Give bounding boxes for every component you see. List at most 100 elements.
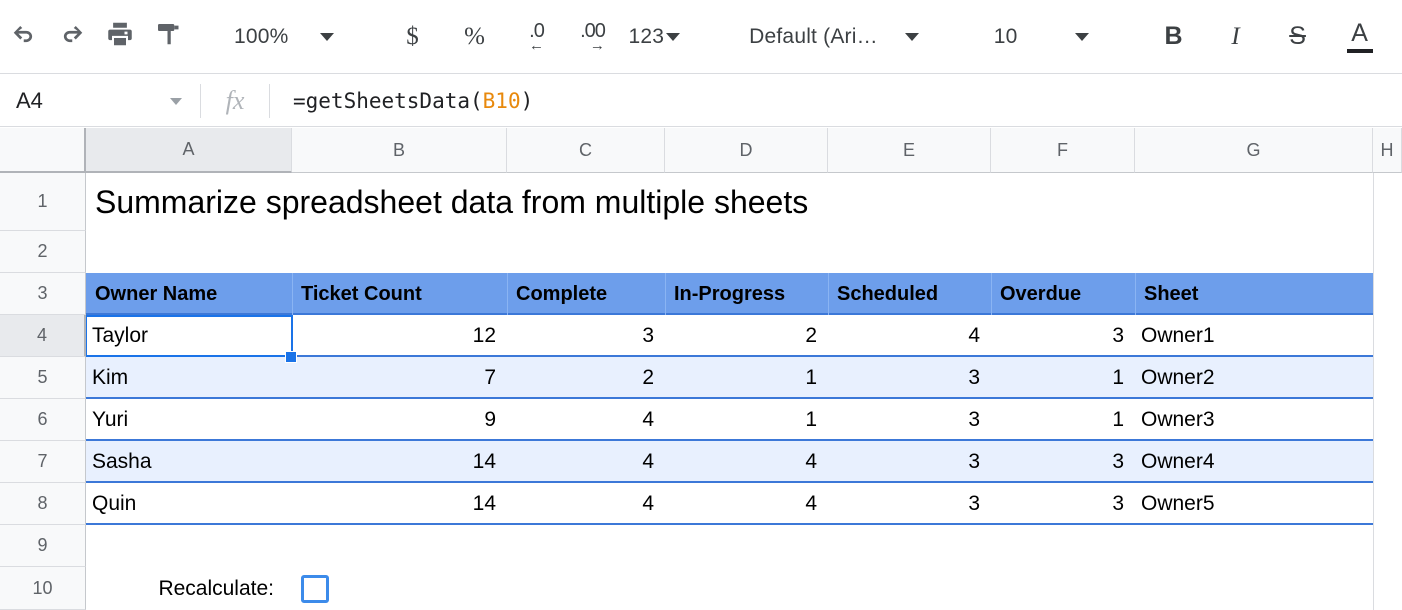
number-format-selector[interactable]: 123 (619, 13, 691, 61)
table-cell-r0-c6[interactable]: Owner1 (1135, 315, 1373, 357)
table-cell-r2-c0[interactable]: Yuri (86, 399, 292, 441)
recalculate-label-cell[interactable]: Recalculate: (86, 567, 292, 610)
table-cell-r2-c4[interactable]: 3 (828, 399, 991, 441)
table-cell-r1-c4[interactable]: 3 (828, 357, 991, 399)
table-cell-r4-c5[interactable]: 3 (991, 483, 1135, 525)
column-header-e[interactable]: E (828, 128, 991, 173)
row-header-2[interactable]: 2 (0, 231, 86, 273)
strikethrough-button[interactable]: S (1274, 13, 1322, 61)
table-cell-r3-c3[interactable]: 4 (665, 441, 828, 483)
column-header-label: C (579, 139, 592, 160)
table-cell-r2-c3[interactable]: 1 (665, 399, 828, 441)
table-header-cell-6[interactable]: Sheet (1135, 273, 1373, 315)
table-cell-r3-c0[interactable]: Sasha (86, 441, 292, 483)
column-header-h[interactable]: H (1373, 128, 1402, 173)
cell-text: 7 (484, 366, 496, 389)
table-cell-r0-c3[interactable]: 2 (665, 315, 828, 357)
font-family-selector[interactable]: Default (Ari… (739, 13, 929, 61)
table-cell-r2-c1[interactable]: 9 (292, 399, 507, 441)
row-header-9[interactable]: 9 (0, 525, 86, 567)
table-header-cell-5[interactable]: Overdue (991, 273, 1135, 315)
undo-button[interactable] (0, 13, 48, 61)
table-cell-r2-c5[interactable]: 1 (991, 399, 1135, 441)
italic-button[interactable]: I (1212, 13, 1260, 61)
table-cell-r0-c2[interactable]: 3 (507, 315, 665, 357)
row-header-8[interactable]: 8 (0, 483, 86, 525)
print-button[interactable] (96, 13, 144, 61)
table-cell-r2-c6[interactable]: Owner3 (1135, 399, 1373, 441)
cell-text: Quin (92, 492, 137, 515)
table-cell-r0-c1[interactable]: 12 (292, 315, 507, 357)
table-cell-r3-c2[interactable]: 4 (507, 441, 665, 483)
table-cell-r3-c5[interactable]: 3 (991, 441, 1135, 483)
percent-format-button[interactable]: % (451, 13, 499, 61)
row-header-6[interactable]: 6 (0, 399, 86, 441)
increase-decimal-button[interactable]: .00 → (569, 13, 617, 61)
table-cell-r1-c0[interactable]: Kim (86, 357, 292, 399)
column-header-f[interactable]: F (991, 128, 1135, 173)
table-cell-r0-c5[interactable]: 3 (991, 315, 1135, 357)
table-cell-r4-c4[interactable]: 3 (828, 483, 991, 525)
recalculate-checkbox-cell[interactable] (292, 567, 507, 610)
cell-text: In-Progress (674, 282, 786, 305)
table-cell-r0-c0[interactable]: Taylor (86, 315, 292, 357)
chevron-down-icon (904, 32, 919, 41)
cell-text: 4 (805, 450, 817, 473)
table-cell-r1-c6[interactable]: Owner2 (1135, 357, 1373, 399)
table-cell-r4-c6[interactable]: Owner5 (1135, 483, 1373, 525)
table-cell-r1-c5[interactable]: 1 (991, 357, 1135, 399)
currency-format-button[interactable]: $ (389, 13, 437, 61)
insert-function-button[interactable]: fx (201, 75, 269, 127)
table-cell-r1-c2[interactable]: 2 (507, 357, 665, 399)
select-all-corner[interactable] (0, 128, 86, 173)
table-cell-r2-c2[interactable]: 4 (507, 399, 665, 441)
row-header-3[interactable]: 3 (0, 273, 86, 315)
table-cell-r1-c1[interactable]: 7 (292, 357, 507, 399)
table-header-cell-4[interactable]: Scheduled (828, 273, 991, 315)
cell-text: Owner1 (1141, 324, 1215, 347)
text-color-button[interactable]: A (1336, 13, 1384, 61)
bold-button[interactable]: B (1150, 13, 1198, 61)
recalculate-checkbox[interactable] (301, 574, 329, 603)
font-size-selector[interactable]: 10 (984, 13, 1099, 61)
table-cell-r3-c6[interactable]: Owner4 (1135, 441, 1373, 483)
formula-input[interactable]: =getSheetsData(B10) (270, 75, 1402, 127)
redo-button[interactable] (48, 13, 96, 61)
row-header-1[interactable]: 1 (0, 173, 86, 231)
cell-text: Owner Name (95, 282, 218, 305)
column-header-g[interactable]: G (1135, 128, 1373, 173)
row-header-5[interactable]: 5 (0, 357, 86, 399)
chevron-down-icon (1074, 32, 1089, 41)
table-header-cell-2[interactable]: Complete (507, 273, 665, 315)
row-header-label: 10 (32, 577, 53, 598)
table-cell-r4-c1[interactable]: 14 (292, 483, 507, 525)
column-header-a[interactable]: A (86, 128, 292, 173)
table-cell-r3-c1[interactable]: 14 (292, 441, 507, 483)
column-header-b[interactable]: B (292, 128, 507, 173)
undo-icon (9, 19, 39, 54)
table-cell-r1-c3[interactable]: 1 (665, 357, 828, 399)
paint-format-button[interactable] (144, 13, 192, 61)
zoom-selector[interactable]: 100% (224, 13, 344, 61)
row-header-7[interactable]: 7 (0, 441, 86, 483)
table-header-cell-3[interactable]: In-Progress (665, 273, 828, 315)
table-header-cell-1[interactable]: Ticket Count (292, 273, 507, 315)
table-cell-r4-c2[interactable]: 4 (507, 483, 665, 525)
row-header-10[interactable]: 10 (0, 567, 86, 610)
cell-text: 3 (968, 408, 980, 431)
table-header-cell-0[interactable]: Owner Name (86, 273, 292, 315)
cell-text: 4 (968, 324, 980, 347)
table-cell-r3-c4[interactable]: 3 (828, 441, 991, 483)
cell-text: 2 (642, 366, 654, 389)
title-cell[interactable]: Summarize spreadsheet data from multiple… (86, 173, 808, 231)
table-cell-r4-c0[interactable]: Quin (86, 483, 292, 525)
name-box[interactable]: A4 (0, 75, 200, 127)
table-cell-r4-c3[interactable]: 4 (665, 483, 828, 525)
decrease-decimal-button[interactable]: .0 ← (513, 13, 561, 61)
header-cell-separator (507, 273, 508, 315)
row-header-4[interactable]: 4 (0, 315, 86, 357)
column-header-d[interactable]: D (665, 128, 828, 173)
column-header-c[interactable]: C (507, 128, 665, 173)
italic-icon: I (1231, 22, 1240, 50)
table-cell-r0-c4[interactable]: 4 (828, 315, 991, 357)
